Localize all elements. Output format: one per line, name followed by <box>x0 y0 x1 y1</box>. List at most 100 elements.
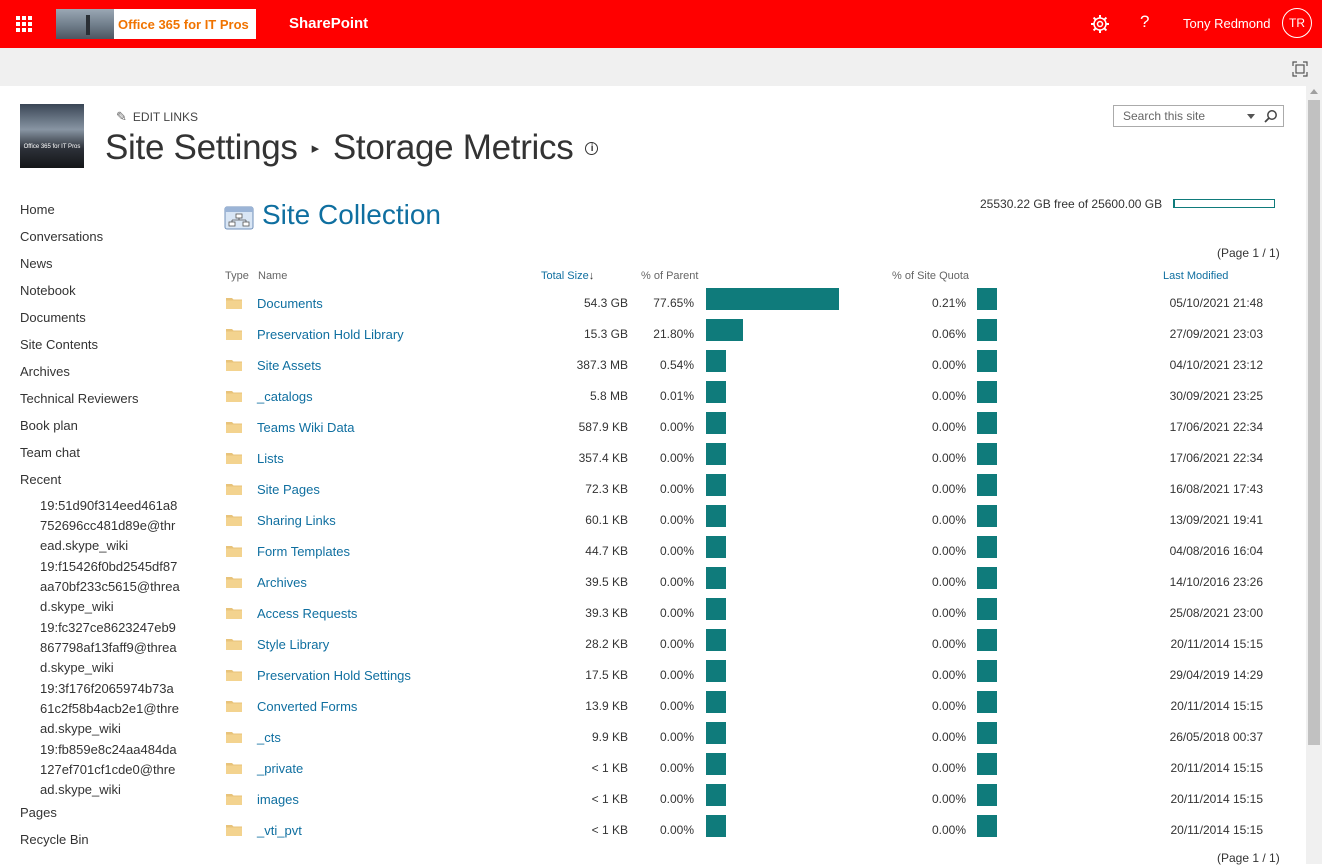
row-pct-parent: 77.65% <box>630 296 694 310</box>
pct-quota-bar <box>977 567 997 589</box>
row-pct-quota: 0.00% <box>900 699 966 713</box>
row-last-modified: 25/08/2021 23:00 <box>1140 606 1263 620</box>
app-name[interactable]: SharePoint <box>289 15 368 32</box>
row-name-link[interactable]: Site Assets <box>257 358 321 373</box>
pct-parent-bar <box>706 536 726 558</box>
focus-content-icon[interactable] <box>1292 61 1308 77</box>
site-logo-text: Office 365 for IT Pros <box>23 144 81 151</box>
pct-parent-bar <box>706 815 726 837</box>
row-last-modified: 26/05/2018 00:37 <box>1140 730 1263 744</box>
breadcrumb-separator-icon: ▸ <box>312 139 319 157</box>
row-name-link[interactable]: Form Templates <box>257 544 350 559</box>
pct-parent-bar <box>706 350 726 372</box>
row-name-link[interactable]: Access Requests <box>257 606 357 621</box>
edit-links-button[interactable]: ✎ EDIT LINKS <box>116 109 198 125</box>
brand-text: Office 365 for IT Pros <box>118 17 249 32</box>
row-name-link[interactable]: Site Pages <box>257 482 320 497</box>
search-scope-dropdown-icon[interactable] <box>1247 114 1255 119</box>
quota-usage-bar <box>1173 199 1275 208</box>
app-launcher-icon[interactable] <box>16 16 32 32</box>
row-name-link[interactable]: Archives <box>257 575 307 590</box>
row-pct-quota: 0.00% <box>900 637 966 651</box>
pct-quota-bar <box>977 381 997 403</box>
row-name-link[interactable]: _private <box>257 761 303 776</box>
site-logo[interactable]: Office 365 for IT Pros <box>20 104 84 168</box>
folder-icon <box>226 359 242 371</box>
search-icon[interactable] <box>1264 109 1278 123</box>
row-pct-parent: 0.00% <box>630 823 694 837</box>
row-name-link[interactable]: Teams Wiki Data <box>257 420 355 435</box>
row-total-size: 54.3 GB <box>520 296 628 310</box>
column-header-last-modified[interactable]: Last Modified <box>1163 270 1228 282</box>
row-pct-quota: 0.00% <box>900 606 966 620</box>
row-name-link[interactable]: _vti_pvt <box>257 823 302 838</box>
breadcrumb-parent[interactable]: Site Settings <box>105 128 298 168</box>
sort-descending-icon: ↓ <box>589 270 595 282</box>
row-last-modified: 20/11/2014 15:15 <box>1140 823 1263 837</box>
pct-quota-bar <box>977 784 997 806</box>
pct-parent-bar <box>706 443 726 465</box>
row-name-link[interactable]: _catalogs <box>257 389 313 404</box>
row-name-link[interactable]: _cts <box>257 730 281 745</box>
row-name-link[interactable]: Sharing Links <box>257 513 336 528</box>
folder-icon <box>226 669 242 681</box>
info-icon[interactable]: i <box>585 142 598 155</box>
pct-quota-bar <box>977 753 997 775</box>
row-name-link[interactable]: Preservation Hold Library <box>257 327 404 342</box>
nav-item-news[interactable]: News <box>20 254 190 281</box>
row-pct-quota: 0.21% <box>900 296 966 310</box>
scroll-up-arrow-icon[interactable] <box>1310 89 1318 94</box>
row-name-link[interactable]: Documents <box>257 296 323 311</box>
folder-icon <box>226 328 242 340</box>
help-icon[interactable]: ? <box>1140 12 1149 32</box>
folder-icon <box>226 638 242 650</box>
row-total-size: 60.1 KB <box>520 513 628 527</box>
row-name-link[interactable]: Style Library <box>257 637 329 652</box>
row-total-size: 13.9 KB <box>520 699 628 713</box>
row-pct-quota: 0.00% <box>900 482 966 496</box>
row-last-modified: 20/11/2014 15:15 <box>1140 761 1263 775</box>
nav-item-conversations[interactable]: Conversations <box>20 227 190 254</box>
row-last-modified: 16/08/2021 17:43 <box>1140 482 1263 496</box>
avatar[interactable]: TR <box>1282 8 1312 38</box>
folder-icon <box>226 576 242 588</box>
row-total-size: 39.5 KB <box>520 575 628 589</box>
row-pct-quota: 0.00% <box>900 420 966 434</box>
row-name-link[interactable]: Preservation Hold Settings <box>257 668 411 683</box>
pct-parent-bar <box>706 691 726 713</box>
user-name[interactable]: Tony Redmond <box>1183 16 1270 31</box>
search-input[interactable] <box>1123 109 1243 123</box>
pct-parent-bar <box>706 753 726 775</box>
row-pct-parent: 0.00% <box>630 730 694 744</box>
pct-quota-bar <box>977 474 997 496</box>
column-header-total-size[interactable]: Total Size↓ <box>541 270 594 282</box>
row-total-size: 387.3 MB <box>520 358 628 372</box>
section-title: Site Collection <box>262 199 441 231</box>
nav-item-home[interactable]: Home <box>20 200 190 227</box>
column-header-name[interactable]: Name <box>258 270 287 282</box>
row-name-link[interactable]: Lists <box>257 451 284 466</box>
row-name-link[interactable]: Converted Forms <box>257 699 357 714</box>
row-pct-quota: 0.00% <box>900 761 966 775</box>
row-last-modified: 05/10/2021 21:48 <box>1140 296 1263 310</box>
row-last-modified: 29/04/2019 14:29 <box>1140 668 1263 682</box>
gear-icon[interactable] <box>1090 14 1110 34</box>
search-box[interactable] <box>1113 105 1284 127</box>
suite-bar: Office 365 for IT Pros SharePoint ? Tony… <box>0 0 1322 48</box>
scrollbar-thumb[interactable] <box>1308 100 1320 745</box>
pct-parent-bar <box>706 629 726 651</box>
column-header-pct-quota: % of Site Quota <box>892 270 969 282</box>
brand-logo[interactable]: Office 365 for IT Pros <box>56 9 256 39</box>
pct-parent-bar <box>706 567 726 589</box>
row-name-link[interactable]: images <box>257 792 299 807</box>
row-pct-parent: 0.00% <box>630 575 694 589</box>
brand-image <box>56 9 114 39</box>
